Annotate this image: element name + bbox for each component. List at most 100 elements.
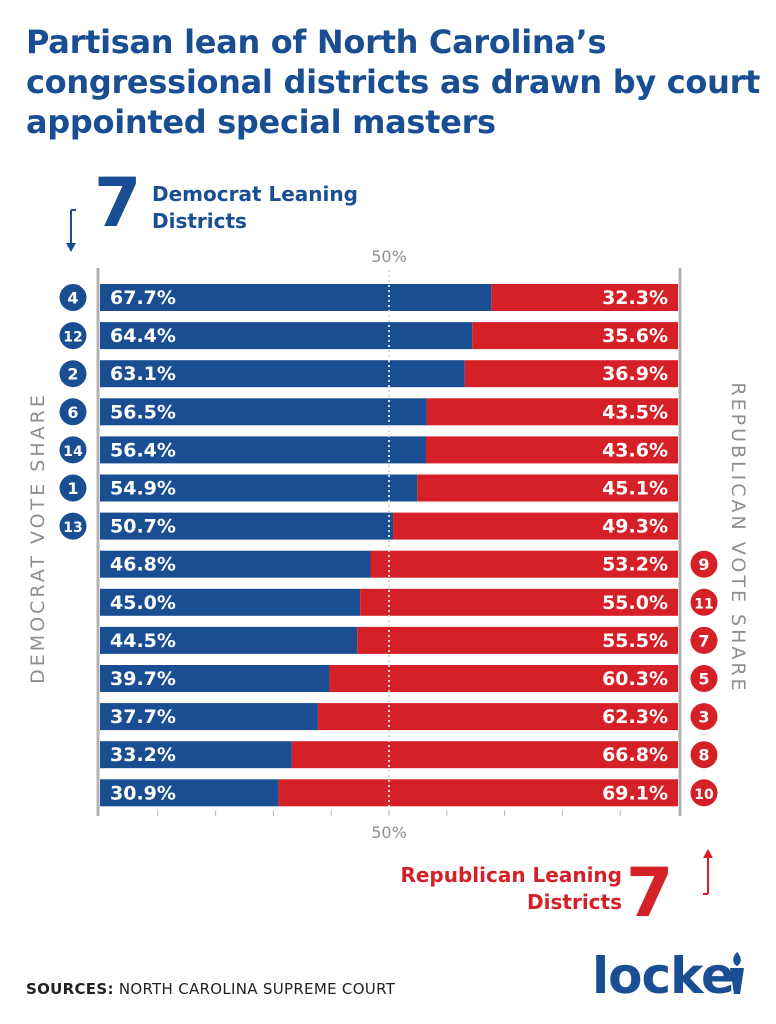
rep-bar xyxy=(357,626,678,654)
dem-bar xyxy=(100,588,361,616)
rep-value-label: 55.5% xyxy=(602,630,668,652)
district-badge-circle xyxy=(690,665,718,692)
rep-bar xyxy=(360,588,678,616)
district-number: 5 xyxy=(698,670,709,689)
dem-bar xyxy=(100,360,465,388)
district-badge-circle xyxy=(690,588,718,616)
rep-value-label: 69.1% xyxy=(602,782,668,804)
dem-value-label: 45.0% xyxy=(110,592,176,614)
rep-value-label: 49.3% xyxy=(602,516,668,538)
dem-value-label: 64.4% xyxy=(110,325,176,347)
rep-bar xyxy=(472,322,678,350)
district-badge-circle xyxy=(59,512,87,540)
district-number: 8 xyxy=(698,746,709,765)
chart-title: Partisan lean of North Carolina’s congre… xyxy=(26,23,761,141)
dem-value-label: 37.7% xyxy=(110,706,176,728)
district-badge: 2 xyxy=(59,360,87,388)
torch-icon xyxy=(730,952,744,994)
district-badge: 6 xyxy=(59,398,87,426)
sources-line: SOURCES: NORTH CAROLINA SUPREME COURT xyxy=(26,980,395,998)
dem-value-label: 56.5% xyxy=(110,401,176,423)
district-badge: 12 xyxy=(59,322,87,350)
dem-bar xyxy=(100,703,318,731)
district-badge-circle xyxy=(690,779,718,807)
dem-value-label: 33.2% xyxy=(110,744,176,766)
rep-bar xyxy=(317,703,678,731)
rep-arrow-icon xyxy=(703,849,713,895)
district-badge-circle xyxy=(59,398,87,426)
district-badge-circle xyxy=(59,436,87,464)
district-badge: 3 xyxy=(690,703,718,731)
dem-bar xyxy=(100,550,371,578)
dem-bar xyxy=(100,512,394,540)
district-badge: 14 xyxy=(59,436,87,464)
dem-value-label: 44.5% xyxy=(110,630,176,652)
dem-arrow-icon xyxy=(66,209,76,252)
logo-text: locke xyxy=(592,947,735,1005)
district-badge: 1 xyxy=(59,474,87,502)
dem-value-label: 50.7% xyxy=(110,516,176,538)
dem-bar xyxy=(100,779,279,807)
district-number: 2 xyxy=(67,365,78,384)
rep-bar xyxy=(370,550,678,578)
district-badge-circle xyxy=(59,360,87,388)
rep-value-label: 45.1% xyxy=(602,478,668,500)
rep-value-label: 43.6% xyxy=(602,439,668,461)
midline-label-bottom: 50% xyxy=(371,823,407,842)
rep-bar xyxy=(464,360,678,388)
rep-bar xyxy=(417,474,678,502)
dem-bar xyxy=(100,322,473,350)
dem-value-label: 30.9% xyxy=(110,782,176,804)
sources-text: NORTH CAROLINA SUPREME COURT xyxy=(118,980,396,998)
midline-label-top: 50% xyxy=(371,247,407,266)
locke-logo: locke xyxy=(592,947,735,1005)
rep-value-label: 36.9% xyxy=(602,363,668,385)
dem-bar xyxy=(100,665,330,692)
district-number: 6 xyxy=(67,403,78,422)
district-badge: 5 xyxy=(690,665,718,692)
dem-bar xyxy=(100,284,492,311)
district-badge-circle xyxy=(59,284,87,311)
rep-bar xyxy=(278,779,678,807)
district-badge: 11 xyxy=(690,588,718,616)
rep-label: Republican Leaning Districts xyxy=(400,863,622,914)
district-badge-circle xyxy=(690,550,718,578)
dem-value-label: 63.1% xyxy=(110,363,176,385)
dem-value-label: 54.9% xyxy=(110,478,176,500)
rep-bar xyxy=(425,436,678,464)
rep-value-label: 60.3% xyxy=(602,668,668,690)
district-badge: 10 xyxy=(690,779,718,807)
district-badge-circle xyxy=(59,322,87,350)
rep-bar xyxy=(393,512,678,540)
dem-bar xyxy=(100,436,426,464)
district-badge: 7 xyxy=(690,626,718,654)
rep-count: 7 xyxy=(626,854,674,933)
dem-value-label: 67.7% xyxy=(110,287,176,309)
district-number: 4 xyxy=(67,289,78,308)
rep-bar xyxy=(291,741,678,769)
rep-bar xyxy=(491,284,678,311)
dem-value-label: 56.4% xyxy=(110,439,176,461)
district-number: 12 xyxy=(63,330,82,346)
rep-bar xyxy=(426,398,678,426)
dem-value-label: 46.8% xyxy=(110,554,176,576)
district-number: 1 xyxy=(67,479,78,498)
dem-bar xyxy=(100,741,292,769)
rep-value-label: 43.5% xyxy=(602,401,668,423)
district-badge: 4 xyxy=(59,284,87,311)
rep-bar xyxy=(329,665,678,692)
district-number: 3 xyxy=(698,708,709,727)
district-badge: 9 xyxy=(690,550,718,578)
district-badge: 8 xyxy=(690,741,718,769)
rep-value-label: 35.6% xyxy=(602,325,668,347)
district-badge: 13 xyxy=(59,512,87,540)
rep-value-label: 32.3% xyxy=(602,287,668,309)
district-number: 11 xyxy=(694,596,713,612)
district-badge-circle xyxy=(690,626,718,654)
dem-bar xyxy=(100,474,418,502)
district-badge-circle xyxy=(59,474,87,502)
rep-value-label: 66.8% xyxy=(602,744,668,766)
district-number: 13 xyxy=(63,520,82,536)
district-badge-circle xyxy=(690,703,718,731)
